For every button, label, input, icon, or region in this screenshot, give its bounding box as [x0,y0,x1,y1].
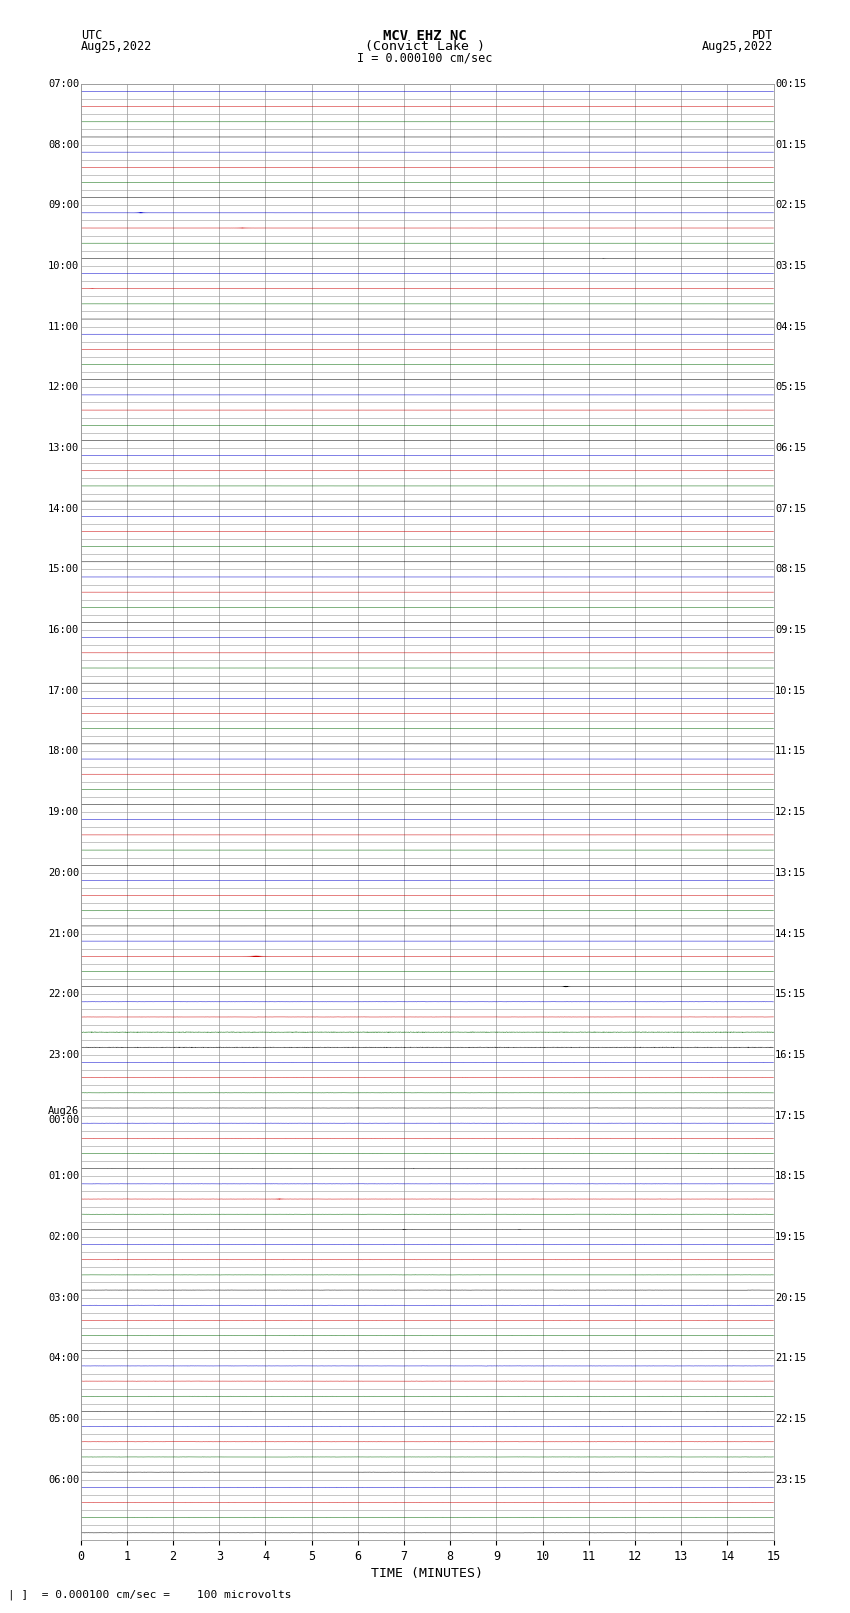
Text: 11:15: 11:15 [775,747,806,756]
Text: 00:00: 00:00 [48,1115,79,1126]
Text: 01:15: 01:15 [775,140,806,150]
Text: 12:15: 12:15 [775,806,806,818]
Text: 07:00: 07:00 [48,79,79,89]
Text: 13:00: 13:00 [48,444,79,453]
Text: 17:15: 17:15 [775,1111,806,1121]
Text: 13:15: 13:15 [775,868,806,877]
Text: 16:15: 16:15 [775,1050,806,1060]
Text: 16:00: 16:00 [48,626,79,636]
Text: Aug26: Aug26 [48,1107,79,1116]
Text: 05:00: 05:00 [48,1415,79,1424]
Text: MCV EHZ NC: MCV EHZ NC [383,29,467,44]
Text: 22:15: 22:15 [775,1415,806,1424]
Text: 09:00: 09:00 [48,200,79,210]
Text: 08:00: 08:00 [48,140,79,150]
Text: 05:15: 05:15 [775,382,806,392]
Text: 08:15: 08:15 [775,565,806,574]
Text: Aug25,2022: Aug25,2022 [702,40,774,53]
Text: Aug25,2022: Aug25,2022 [81,40,152,53]
Text: 09:15: 09:15 [775,626,806,636]
Text: UTC: UTC [81,29,102,42]
Text: 11:00: 11:00 [48,321,79,332]
Text: 03:15: 03:15 [775,261,806,271]
Text: (Convict Lake ): (Convict Lake ) [365,40,485,53]
Text: I = 0.000100 cm/sec: I = 0.000100 cm/sec [357,52,493,65]
Text: 14:00: 14:00 [48,503,79,513]
Text: 19:15: 19:15 [775,1232,806,1242]
Text: 01:00: 01:00 [48,1171,79,1181]
Text: 18:00: 18:00 [48,747,79,756]
Text: 04:00: 04:00 [48,1353,79,1363]
Text: PDT: PDT [752,29,774,42]
Text: 23:00: 23:00 [48,1050,79,1060]
Text: 06:00: 06:00 [48,1474,79,1484]
Text: 18:15: 18:15 [775,1171,806,1181]
Text: 03:00: 03:00 [48,1292,79,1303]
Text: 04:15: 04:15 [775,321,806,332]
Text: 20:00: 20:00 [48,868,79,877]
Text: 21:00: 21:00 [48,929,79,939]
Text: 06:15: 06:15 [775,444,806,453]
Text: 14:15: 14:15 [775,929,806,939]
X-axis label: TIME (MINUTES): TIME (MINUTES) [371,1568,483,1581]
Text: 23:15: 23:15 [775,1474,806,1484]
Text: 22:00: 22:00 [48,989,79,998]
Text: 15:15: 15:15 [775,989,806,998]
Text: 10:15: 10:15 [775,686,806,695]
Text: 02:00: 02:00 [48,1232,79,1242]
Text: | ]  = 0.000100 cm/sec =    100 microvolts: | ] = 0.000100 cm/sec = 100 microvolts [8,1589,292,1600]
Text: 07:15: 07:15 [775,503,806,513]
Text: 10:00: 10:00 [48,261,79,271]
Text: 12:00: 12:00 [48,382,79,392]
Text: 19:00: 19:00 [48,806,79,818]
Text: 21:15: 21:15 [775,1353,806,1363]
Text: 17:00: 17:00 [48,686,79,695]
Text: 02:15: 02:15 [775,200,806,210]
Text: 20:15: 20:15 [775,1292,806,1303]
Text: 00:15: 00:15 [775,79,806,89]
Text: 15:00: 15:00 [48,565,79,574]
